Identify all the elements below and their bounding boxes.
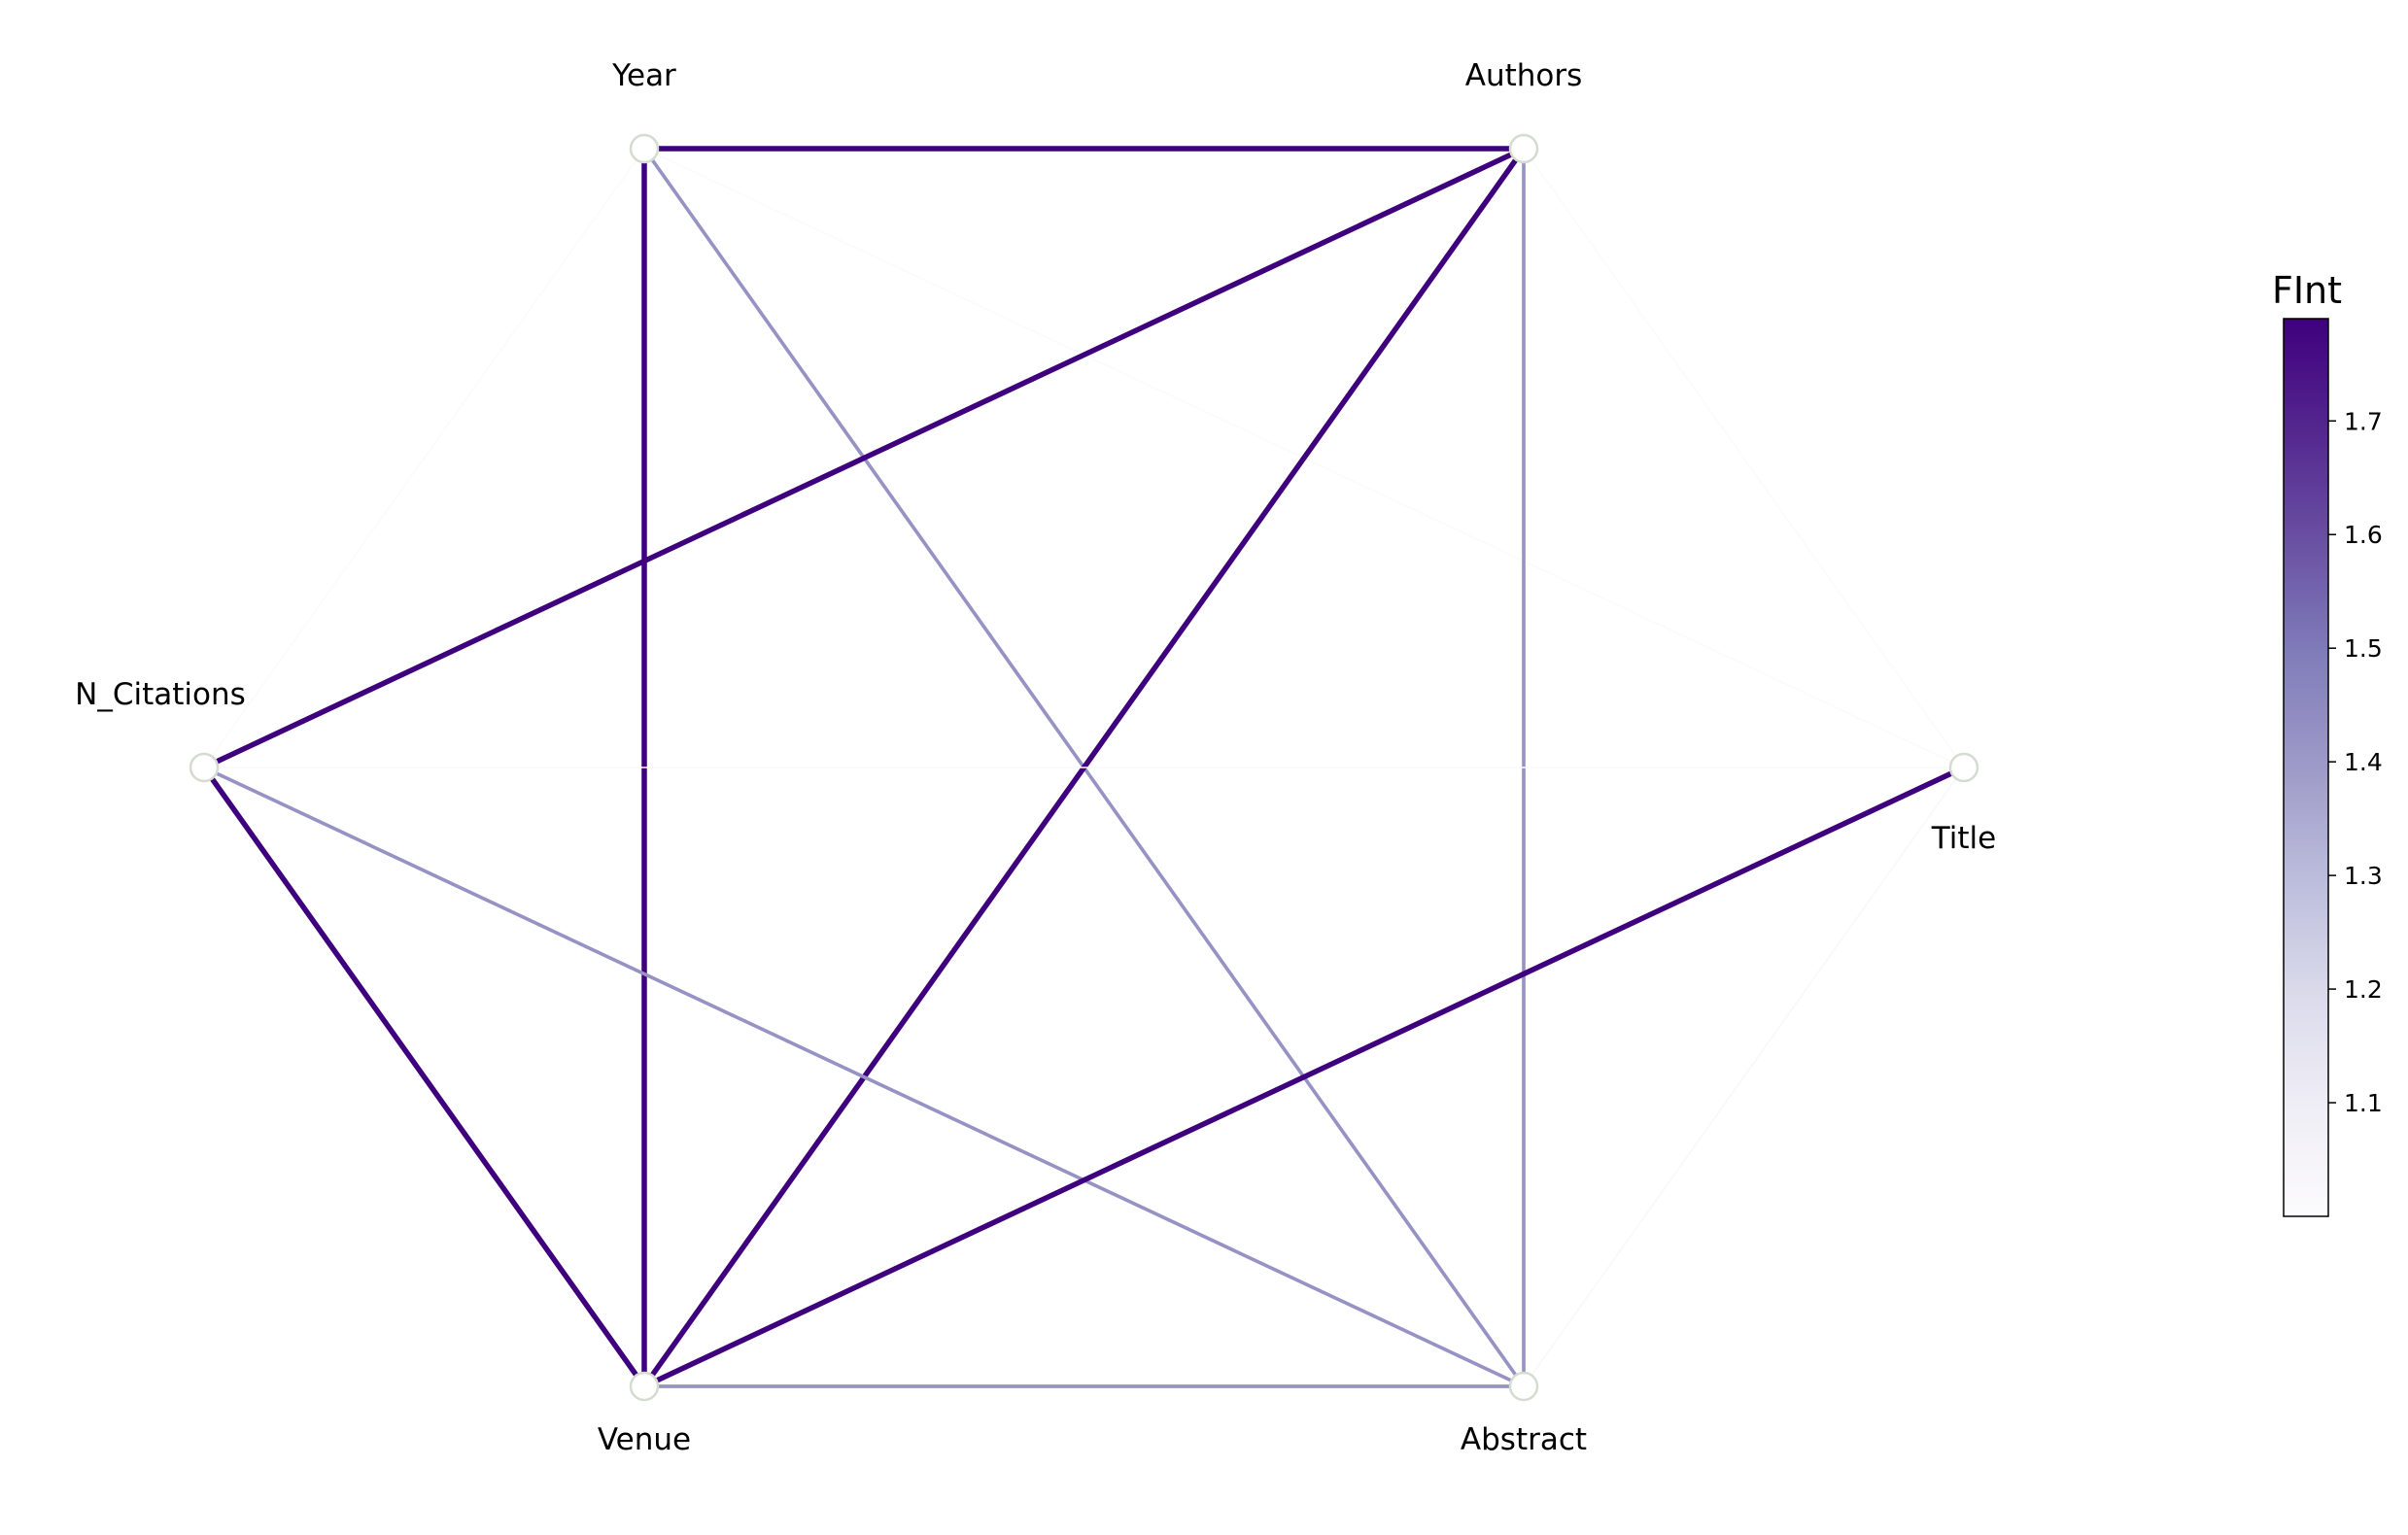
colorbar: FInt 1.1 1.2 1.3 1.4 1.5 1.6 1.7 <box>2272 269 2383 1217</box>
node-abstract <box>1508 1371 1539 1402</box>
colorbar-title: FInt <box>2272 269 2342 312</box>
node-year <box>629 133 660 164</box>
edges-layer <box>201 146 1967 1389</box>
node-title <box>1948 752 1979 783</box>
edge-abstract-title <box>1523 767 1965 1387</box>
colorbar-tick-label: 1.4 <box>2344 748 2383 776</box>
nodes-layer <box>189 133 1979 1402</box>
colorbar-tick-label: 1.1 <box>2344 1089 2383 1117</box>
node-venue <box>629 1371 660 1402</box>
edge-authors-title <box>1523 148 1965 768</box>
edge-n_citations-abstract <box>202 766 1526 1388</box>
node-label-year: Year <box>611 58 676 93</box>
node-label-abstract: Abstract <box>1461 1422 1587 1457</box>
colorbar-gradient <box>2283 318 2329 1217</box>
edge-authors-n_citations <box>201 146 1527 770</box>
node-label-venue: Venue <box>598 1422 691 1457</box>
node-n-citations <box>189 752 220 783</box>
colorbar-tick-label: 1.5 <box>2344 634 2383 663</box>
colorbar-tick-label: 1.7 <box>2344 407 2383 435</box>
edge-n_citations-venue <box>201 765 647 1389</box>
node-label-title: Title <box>1931 821 1996 856</box>
node-label-n-citations: N_Citations <box>75 677 246 712</box>
edge-venue-title <box>641 765 1967 1389</box>
colorbar-tick-label: 1.2 <box>2344 975 2383 1004</box>
colorbar-tick-label: 1.6 <box>2344 521 2383 549</box>
colorbar-tick-label: 1.3 <box>2344 862 2383 890</box>
node-labels-layer: Year Authors N_Citations Title Venue Abstract <box>75 58 1996 1457</box>
colorbar-ticks: 1.1 1.2 1.3 1.4 1.5 1.6 1.7 <box>2328 407 2383 1117</box>
node-authors <box>1508 133 1539 164</box>
node-label-authors: Authors <box>1465 58 1583 93</box>
edge-year-n_citations <box>203 148 645 768</box>
